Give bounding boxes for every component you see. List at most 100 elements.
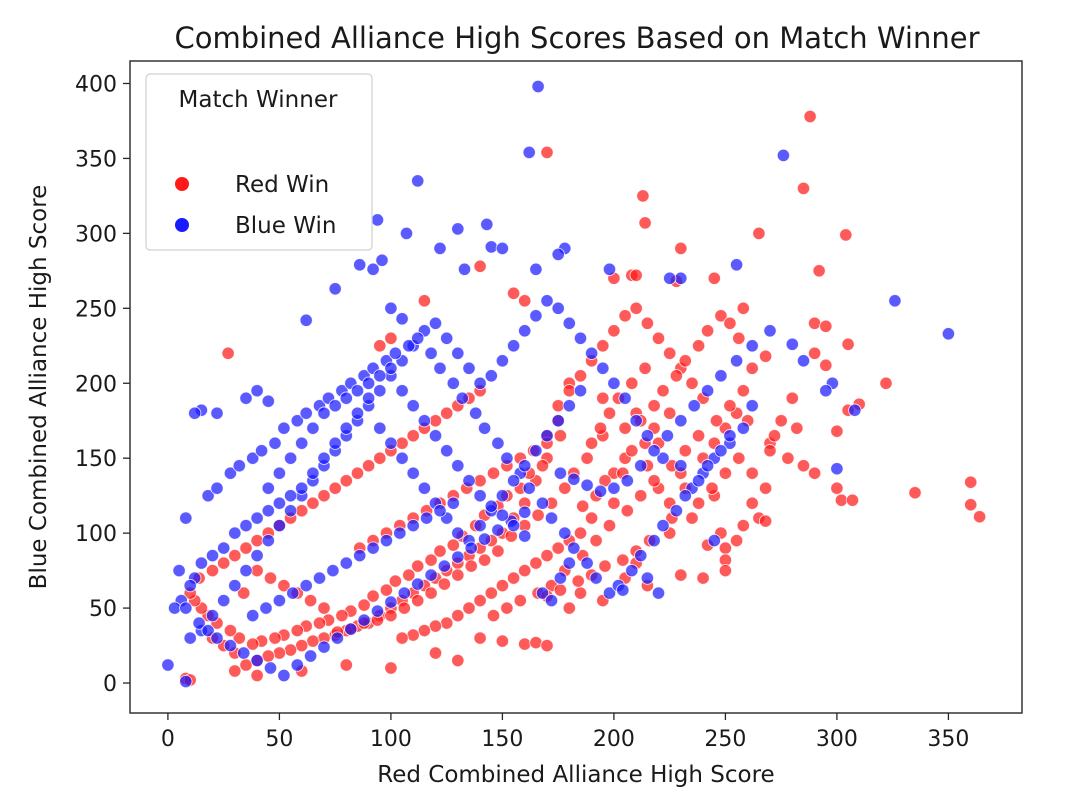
- legend-title: Match Winner: [179, 87, 338, 113]
- blue-win-point: [518, 324, 532, 338]
- red-win-point: [473, 259, 487, 273]
- red-win-point: [691, 339, 706, 353]
- y-axis-label: Blue Combined Alliance High Score: [26, 185, 52, 590]
- blue-win-point: [239, 391, 253, 405]
- red-win-point: [638, 361, 652, 375]
- red-win-point: [335, 608, 349, 623]
- red-win-point: [718, 466, 733, 480]
- blue-win-point: [469, 406, 483, 420]
- red-win-point: [640, 316, 655, 330]
- blue-win-point: [462, 474, 476, 488]
- blue-win-point: [161, 658, 175, 672]
- blue-win-point: [495, 241, 510, 256]
- blue-win-point: [484, 499, 498, 513]
- red-win-point: [596, 339, 610, 353]
- blue-win-point: [729, 258, 744, 272]
- blue-win-point: [350, 384, 365, 398]
- legend-marker-red: [174, 176, 190, 192]
- plot-frame: [129, 60, 1023, 714]
- red-win-point: [303, 593, 318, 608]
- blue-win-point: [290, 658, 304, 672]
- blue-win-point: [239, 563, 253, 578]
- red-win-point: [395, 631, 409, 645]
- red-win-point: [239, 658, 253, 672]
- red-win-point: [373, 339, 387, 353]
- red-win-point: [807, 466, 822, 480]
- blue-win-point: [480, 217, 494, 232]
- blue-win-point: [261, 504, 275, 518]
- red-win-point: [785, 391, 799, 405]
- red-win-point: [402, 568, 416, 582]
- red-win-point: [384, 331, 398, 345]
- blue-win-point: [283, 504, 298, 518]
- red-win-point: [424, 586, 438, 600]
- red-win-point: [384, 608, 398, 623]
- blue-win-point: [551, 301, 565, 315]
- red-win-point: [531, 508, 545, 522]
- blue-win-point: [393, 526, 407, 540]
- series-red-win: [179, 109, 987, 687]
- red-win-point: [807, 316, 822, 330]
- blue-win-point: [495, 489, 510, 503]
- blue-win-point: [660, 429, 675, 443]
- red-win-point: [518, 637, 532, 651]
- red-win-point: [767, 429, 782, 443]
- blue-win-point: [277, 421, 291, 435]
- blue-win-point: [669, 504, 684, 518]
- blue-win-point: [250, 548, 264, 563]
- blue-win-point: [634, 459, 648, 473]
- x-axis-label: Red Combined Alliance High Score: [377, 762, 774, 788]
- x-tick-label: 150: [481, 727, 523, 752]
- blue-win-point: [237, 646, 251, 660]
- red-win-point: [736, 384, 750, 398]
- x-tick-label: 50: [265, 727, 293, 752]
- blue-win-point: [384, 436, 398, 450]
- red-win-point: [551, 399, 565, 413]
- x-tick-label: 250: [704, 727, 746, 752]
- blue-win-point: [328, 436, 342, 450]
- blue-win-point: [339, 421, 353, 435]
- blue-win-point: [205, 608, 220, 623]
- red-win-point: [395, 436, 409, 450]
- blue-win-point: [295, 481, 309, 495]
- blue-win-point: [714, 369, 728, 383]
- blue-win-point: [290, 414, 304, 428]
- blue-win-point: [888, 294, 902, 308]
- blue-win-point: [433, 361, 447, 375]
- red-win-point: [705, 481, 719, 495]
- blue-win-point: [451, 459, 465, 473]
- red-win-point: [553, 583, 568, 597]
- red-win-point: [295, 504, 309, 518]
- red-win-point: [366, 589, 380, 603]
- blue-win-point: [584, 346, 599, 360]
- blue-win-point: [529, 262, 543, 276]
- blue-win-point: [339, 391, 353, 405]
- blue-win-point: [495, 354, 510, 368]
- blue-win-point: [796, 354, 811, 368]
- red-win-point: [745, 361, 759, 375]
- blue-win-point: [306, 466, 320, 480]
- blue-win-point: [330, 631, 345, 645]
- y-axis: 0 50 100 150 200 250 300 350 400: [75, 72, 130, 697]
- red-win-point: [678, 354, 692, 368]
- red-win-point: [217, 556, 231, 570]
- blue-win-point: [529, 444, 543, 458]
- red-win-point: [625, 376, 639, 390]
- blue-win-point: [411, 331, 425, 345]
- blue-win-point: [183, 631, 197, 645]
- red-win-point: [636, 189, 650, 203]
- blue-win-point: [406, 466, 420, 480]
- red-win-point: [500, 601, 514, 615]
- red-win-point: [263, 571, 278, 585]
- blue-win-point: [223, 466, 238, 480]
- blue-win-point: [464, 541, 478, 555]
- blue-win-point: [941, 327, 956, 341]
- blue-win-point: [634, 548, 648, 563]
- blue-win-point: [399, 226, 414, 241]
- blue-win-point: [573, 384, 588, 398]
- blue-win-point: [529, 309, 543, 323]
- blue-win-point: [651, 586, 666, 600]
- red-win-point: [830, 424, 844, 438]
- red-win-point: [495, 578, 510, 593]
- blue-win-point: [411, 174, 425, 188]
